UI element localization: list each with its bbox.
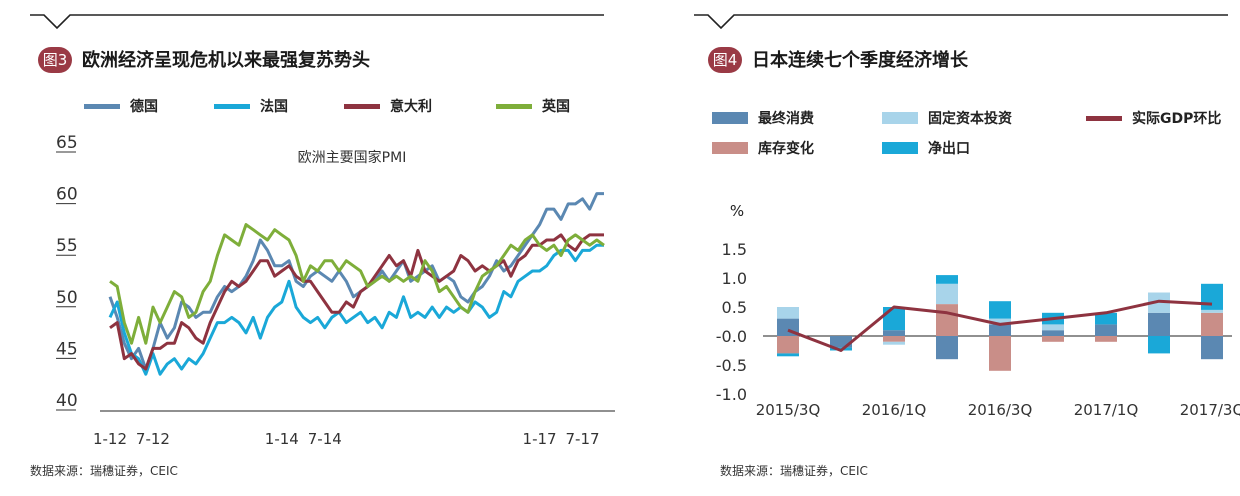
- legend-label: 库存变化: [758, 141, 814, 157]
- bar-segment: [1095, 312, 1117, 325]
- figure-badge: 图3: [38, 47, 72, 73]
- bar-segment: [883, 330, 905, 336]
- x-tick-label: 1-14: [265, 430, 299, 448]
- chart-panel-japan-gdp: % 1.5 1.0 0.5 -0.0 -0.5 -1.0 2015/3Q 2016/1Q 20…: [620, 0, 1240, 496]
- legend-item-italy: 意大利: [344, 96, 432, 116]
- bar-segment: [883, 336, 905, 342]
- series-line: [109, 233, 604, 371]
- legend-swatch: [882, 112, 918, 124]
- panel-top-rule: [30, 14, 604, 30]
- y-tick-label: 45: [56, 339, 78, 359]
- legend-label: 法国: [260, 99, 288, 115]
- japan-gdp-chart: % 1.5 1.0 0.5 -0.0 -0.5 -1.0 2015/3Q 2016/1Q 20…: [694, 14, 1240, 419]
- x-tick-label: 7-12: [136, 430, 170, 448]
- legend-label: 德国: [130, 99, 158, 115]
- x-tick-label: 2016/3Q: [968, 401, 1033, 419]
- bar-segment: [1201, 312, 1223, 336]
- x-tick-label: 2017/3Q: [1180, 401, 1240, 419]
- legend-label: 英国: [542, 99, 570, 115]
- x-tick-label: 1-12: [93, 430, 127, 448]
- y-tick-label: 50: [56, 288, 78, 308]
- legend-swatch: [1086, 115, 1122, 121]
- bar-segment: [1201, 336, 1223, 360]
- bar-segment: [1095, 324, 1117, 336]
- x-tick-label: 2017/1Q: [1074, 401, 1139, 419]
- y-tick-label: 60: [56, 185, 78, 205]
- chart-title: 日本连续七个季度经济增长: [752, 50, 968, 71]
- x-tick-label: 1-17: [523, 430, 557, 448]
- y-tick-label: -0.5: [716, 356, 747, 375]
- bar-segment: [989, 301, 1011, 319]
- europe-pmi-chart: 欧洲主要国家PMI 65 60 55 50 45 40 1-12 7-12 1-14 7-14 1…: [30, 14, 615, 448]
- legend-item-real-gdp: 实际GDP环比: [1086, 108, 1221, 128]
- y-tick-label: 65: [56, 133, 78, 153]
- legend-item-inventory: 库存变化: [712, 138, 814, 158]
- gdp-line: [787, 299, 1213, 352]
- x-tick-label: 2016/1Q: [862, 401, 927, 419]
- bar-segment: [989, 324, 1011, 336]
- legend-swatch: [496, 103, 532, 109]
- data-source: 数据来源：瑞穗证券，CEIC: [30, 464, 178, 478]
- legend-swatch: [84, 103, 120, 109]
- bar-segment: [936, 283, 958, 305]
- x-tick-label: 7-14: [308, 430, 342, 448]
- legend-label: 意大利: [390, 99, 432, 115]
- bar-segment: [1042, 336, 1064, 342]
- x-tick-label: 7-17: [565, 430, 599, 448]
- y-tick-label: 40: [56, 391, 78, 411]
- bar-segment: [883, 341, 905, 345]
- chart-panel-europe-pmi: 欧洲主要国家PMI 65 60 55 50 45 40 1-12 7-12 1-14 7-14 1…: [30, 14, 615, 478]
- series-line: [108, 243, 604, 376]
- legend-item-final-consumption: 最终消费: [712, 108, 814, 128]
- legend-swatch: [344, 103, 380, 109]
- legend-item-fixed-capital: 固定资本投资: [882, 108, 1012, 128]
- bar-segment: [777, 307, 799, 319]
- y-tick-label: 1.0: [722, 269, 747, 288]
- bar-segment: [1095, 336, 1117, 342]
- y-axis-unit: %: [730, 202, 744, 220]
- chart-title: 欧洲经济呈现危机以来最强复苏势头: [82, 50, 370, 71]
- bar-segment: [1148, 312, 1170, 336]
- legend-swatch: [712, 142, 748, 154]
- legend-item-uk: 英国: [496, 96, 570, 116]
- bar-segment: [989, 318, 1011, 325]
- legend-label: 净出口: [928, 141, 970, 157]
- y-tick-label: 0.5: [722, 298, 747, 317]
- x-tick-label: 2015/3Q: [756, 401, 821, 419]
- bar-segment: [1148, 336, 1170, 354]
- series-line: [109, 223, 605, 345]
- bar-segment: [1201, 309, 1223, 313]
- bar-segment: [777, 336, 799, 354]
- bar-segment: [1042, 324, 1064, 331]
- bar-segment: [830, 336, 852, 348]
- bar-segment: [936, 304, 958, 336]
- legend-label: 固定资本投资: [928, 111, 1012, 127]
- legend-item-germany: 德国: [84, 96, 158, 116]
- bar-segment: [989, 336, 1011, 371]
- bar-segment: [1042, 330, 1064, 336]
- bar-segment: [1201, 283, 1223, 310]
- legend-item-net-exports: 净出口: [882, 138, 970, 158]
- bar-segment: [936, 336, 958, 360]
- bar-segment: [883, 307, 905, 331]
- series-line: [108, 192, 604, 371]
- y-tick-label: -0.0: [716, 327, 747, 346]
- legend-swatch: [712, 112, 748, 124]
- panel-top-rule: [694, 14, 1228, 30]
- bar-segment: [936, 275, 958, 284]
- y-tick-label: 1.5: [722, 240, 747, 259]
- figure-badge: 图4: [708, 47, 742, 73]
- legend-swatch: [214, 103, 250, 109]
- y-tick-label: 55: [56, 236, 78, 256]
- legend-swatch: [882, 142, 918, 154]
- bar-segment: [777, 353, 799, 357]
- y-tick-label: -1.0: [716, 385, 747, 404]
- data-source: 数据来源：瑞穗证券，CEIC: [720, 464, 868, 478]
- chart-subtitle: 欧洲主要国家PMI: [298, 149, 407, 166]
- legend-label: 实际GDP环比: [1132, 111, 1222, 127]
- legend-label: 最终消费: [758, 111, 814, 127]
- legend-item-france: 法国: [214, 96, 288, 116]
